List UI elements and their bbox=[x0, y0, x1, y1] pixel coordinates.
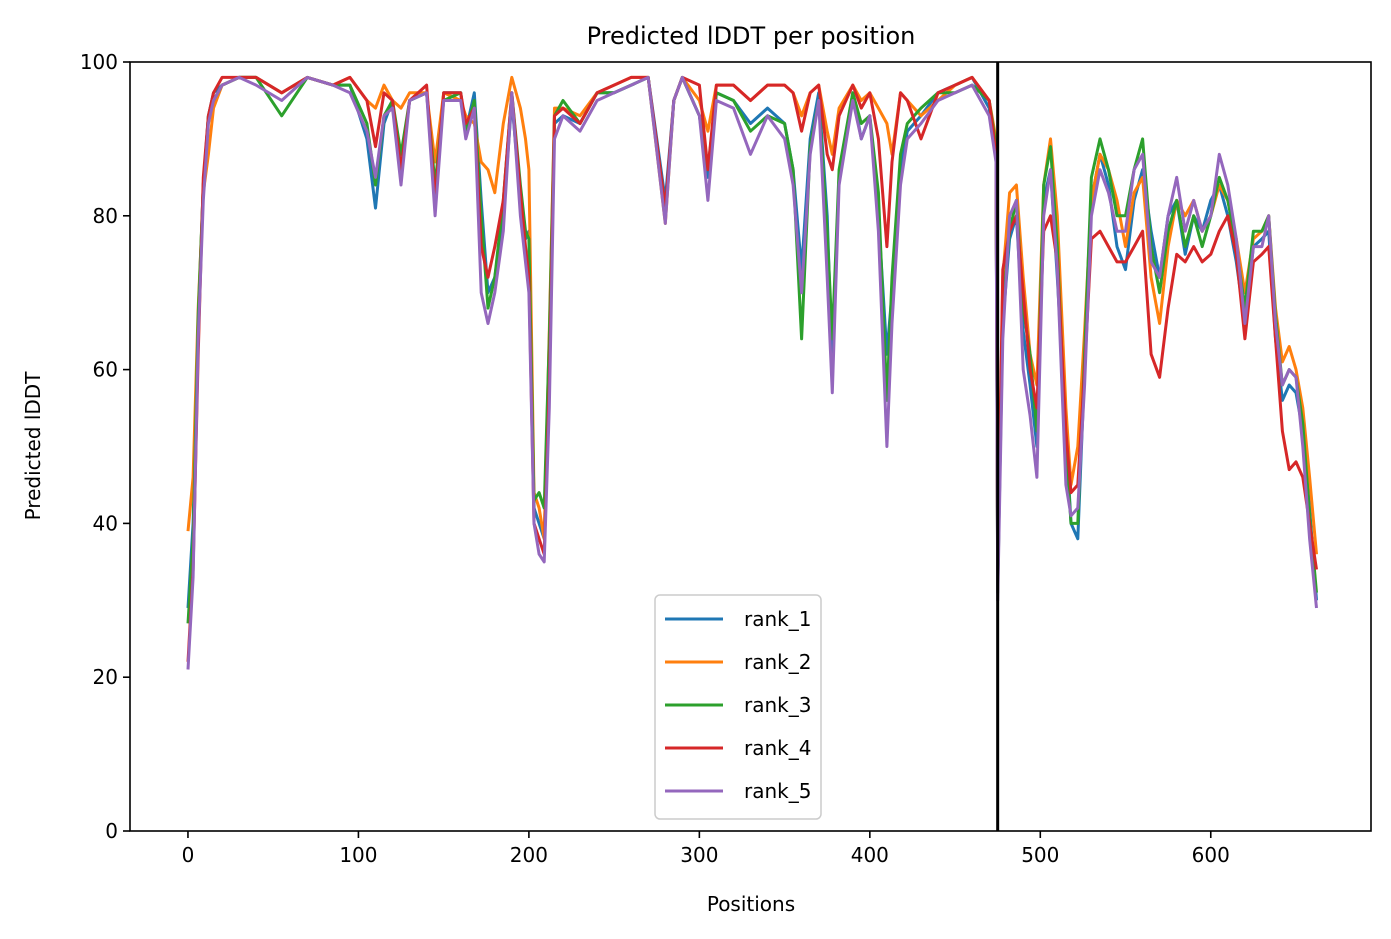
y-tick-label: 60 bbox=[93, 358, 118, 382]
x-tick-label: 600 bbox=[1192, 843, 1230, 867]
chart-title: Predicted lDDT per position bbox=[587, 22, 916, 50]
y-tick-label: 100 bbox=[80, 50, 118, 74]
legend: rank_1 rank_2 rank_3 rank_4 rank_5 bbox=[654, 594, 822, 820]
plot-area bbox=[129, 61, 1372, 832]
y-axis-ticks: 0 20 40 60 80 100 bbox=[80, 50, 130, 843]
x-tick-label: 500 bbox=[1021, 843, 1059, 867]
x-tick-label: 300 bbox=[680, 843, 718, 867]
x-tick-label: 400 bbox=[851, 843, 889, 867]
legend-label-rank_5: rank_5 bbox=[744, 779, 811, 803]
series-layer bbox=[186, 75, 1318, 670]
y-axis-label: Predicted lDDT bbox=[21, 371, 45, 521]
x-tick-label: 200 bbox=[510, 843, 548, 867]
legend-label-rank_1: rank_1 bbox=[744, 607, 811, 631]
legend-label-rank_3: rank_3 bbox=[744, 693, 811, 717]
legend-label-rank_2: rank_2 bbox=[744, 650, 811, 674]
y-tick-label: 20 bbox=[93, 665, 118, 689]
x-axis-label: Positions bbox=[707, 892, 795, 916]
series-line-rank_5 bbox=[186, 75, 1318, 670]
x-tick-label: 100 bbox=[339, 843, 377, 867]
y-tick-label: 80 bbox=[93, 204, 118, 228]
y-tick-label: 40 bbox=[93, 511, 118, 535]
legend-box bbox=[654, 594, 822, 820]
x-axis-ticks: 0 100 200 300 400 500 600 bbox=[182, 831, 1230, 867]
axes-frame bbox=[129, 61, 1372, 832]
y-tick-label: 0 bbox=[105, 819, 118, 843]
legend-label-rank_4: rank_4 bbox=[744, 736, 811, 760]
x-tick-label: 0 bbox=[182, 843, 195, 867]
